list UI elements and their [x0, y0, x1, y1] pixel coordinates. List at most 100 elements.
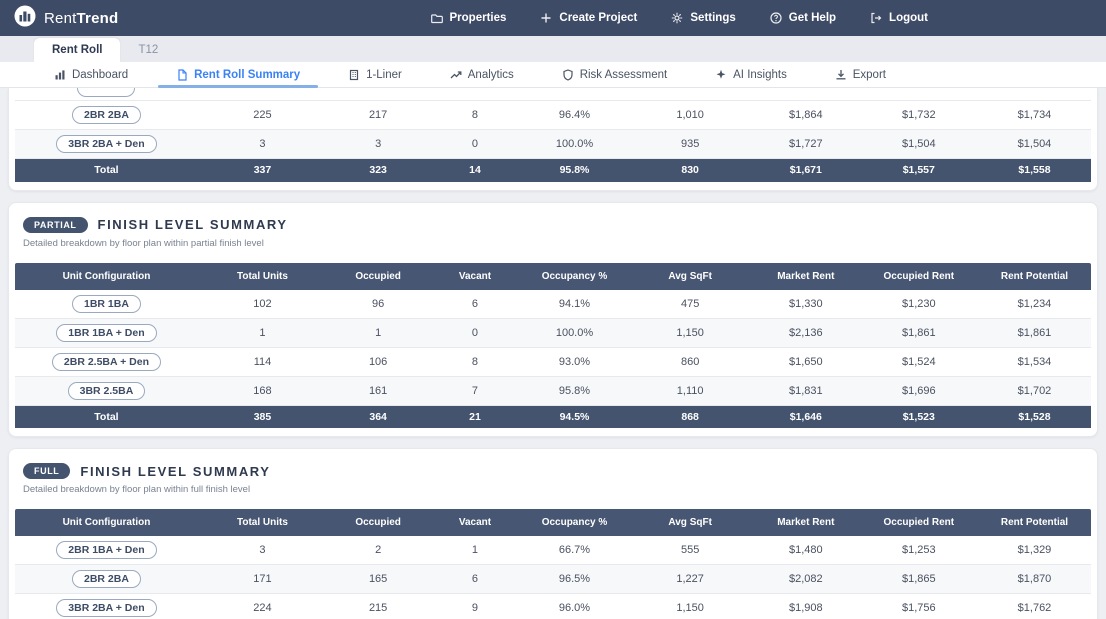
- column-header: Vacant: [429, 509, 521, 536]
- total-cell: $1,646: [752, 405, 860, 428]
- section-subtitle: Detailed breakdown by floor plan within …: [23, 237, 264, 249]
- subnav-item-export[interactable]: Export: [817, 62, 904, 87]
- total-cell: $1,558: [977, 158, 1091, 182]
- table-row: 3BR 2BA + Den 3 3 0 100.0% 935 $1,727 $1,504 $1,…: [15, 129, 1091, 159]
- table-cell: $1,865: [859, 564, 978, 594]
- table-cell: $1,650: [752, 347, 860, 377]
- table-cell: $1,504: [859, 129, 978, 159]
- summary-table-full-summary: Unit Configuration Total Units Occupied Vac…: [15, 509, 1091, 619]
- total-cell: 830: [628, 158, 753, 182]
- table-cell: $1,908: [752, 593, 860, 619]
- table-cell: 95.8%: [520, 376, 629, 406]
- table-row: 2BR 2.5BA + Den 114 106 8 93.0% 860 $1,650 $1,5…: [15, 347, 1091, 377]
- content-area: 2BR 2BA 225 217 8 96.4% 1,010 $1,864 $1,732 $1,7…: [0, 88, 1106, 619]
- subnav-item-label: Analytics: [467, 68, 514, 81]
- unit-config-pill: 1BR 1BA + Den: [56, 323, 157, 342]
- subnav-item-label: AI Insights: [733, 68, 787, 81]
- total-row: Total 337 323 14 95.8% 830 $1,671 $1,557 $1,558: [15, 158, 1091, 182]
- bar-chart-icon: [55, 69, 65, 79]
- table-cell: 114: [197, 347, 328, 377]
- total-cell: 21: [429, 405, 521, 428]
- unit-config-pill: 1BR 1BA: [71, 294, 141, 313]
- gear-icon: [672, 12, 683, 24]
- column-header: Occupied: [327, 262, 430, 290]
- table-cell: $1,534: [977, 347, 1091, 377]
- subnav-item-rent-roll-summary[interactable]: Rent Roll Summary: [158, 62, 319, 88]
- table-row: 2BR 2BA 225 217 8 96.4% 1,010 $1,864 $1,732 $1,7…: [15, 100, 1091, 130]
- section-title: FINISH LEVEL SUMMARY: [80, 463, 271, 479]
- unit-config-pill: 3BR 2.5BA: [67, 381, 146, 400]
- table-cell: $1,329: [977, 536, 1091, 565]
- column-header: Occupancy %: [520, 509, 629, 536]
- table-cell: 224: [197, 593, 328, 619]
- table-row: 2BR 2BA 171 165 6 96.5% 1,227 $2,082 $1,865 $1,8…: [15, 564, 1091, 594]
- table-cell: $1,864: [752, 100, 860, 130]
- trend-icon: [450, 70, 462, 78]
- brand-name: RentTrend: [44, 9, 119, 27]
- table-cell: 9: [429, 593, 521, 619]
- table-cell: $1,504: [977, 129, 1091, 159]
- table-cell: $1,861: [859, 318, 978, 348]
- menu-item-settings[interactable]: Settings: [671, 12, 736, 24]
- subnav-item-label: Export: [852, 68, 886, 81]
- table-cell: 215: [327, 593, 430, 619]
- column-header: Occupied Rent: [859, 262, 978, 290]
- total-label: Total: [15, 405, 198, 428]
- table-cell: $1,861: [977, 318, 1091, 348]
- subnav-item-ai-insights[interactable]: AI Insights: [697, 62, 805, 87]
- folder-icon: [430, 14, 443, 24]
- menu-item-get-help[interactable]: Get Help: [770, 12, 836, 24]
- table-cell: 168: [197, 376, 328, 406]
- brand-logo-icon: [14, 5, 36, 32]
- table-cell: 0: [429, 318, 521, 348]
- section-subtitle: Detailed breakdown by floor plan within …: [23, 484, 251, 495]
- table-header-row: Unit Configuration Total Units Occupied Vac…: [15, 509, 1091, 536]
- tab-t12[interactable]: T12: [138, 44, 159, 56]
- menu-item-properties[interactable]: Properties: [430, 12, 506, 24]
- menu-item-logout[interactable]: Logout: [870, 12, 928, 24]
- table-cell: 100.0%: [520, 318, 629, 348]
- plus-icon: [541, 13, 551, 23]
- subnav-item-risk-assessment[interactable]: Risk Assessment: [544, 62, 686, 87]
- shield-icon: [563, 68, 573, 81]
- download-icon: [836, 69, 846, 79]
- tab-rent-roll[interactable]: Rent Roll: [34, 38, 121, 62]
- subnav-item-analytics[interactable]: Analytics: [432, 62, 532, 87]
- total-row: Total 385 364 21 94.5% 868 $1,646 $1,523 $1,528: [15, 405, 1091, 428]
- column-header: Unit Configuration: [15, 509, 198, 536]
- table-cell: 1,110: [628, 376, 753, 406]
- card-full-summary: FULL FINISH LEVEL SUMMARY Detailed breakdo…: [8, 448, 1098, 619]
- table-cell: $2,082: [752, 564, 860, 594]
- total-cell: 364: [327, 405, 430, 428]
- total-cell: $1,528: [977, 405, 1091, 428]
- table-cell: $1,762: [977, 593, 1091, 619]
- subnav-item-one-liner[interactable]: 1-Liner: [330, 62, 420, 87]
- subnav-item-dashboard[interactable]: Dashboard: [36, 62, 146, 87]
- finish-level-badge: PARTIAL: [23, 216, 88, 233]
- unit-config-pill: 2BR 2.5BA + Den: [51, 352, 161, 371]
- table-cell: 1,150: [628, 318, 753, 348]
- table-cell: 1,227: [628, 564, 753, 594]
- total-cell: 94.5%: [520, 405, 629, 428]
- card-top-summary: 2BR 2BA 225 217 8 96.4% 1,010 $1,864 $1,732 $1,7…: [8, 88, 1098, 191]
- table-cell: 8: [429, 347, 521, 377]
- total-cell: 95.8%: [520, 158, 629, 182]
- table-cell: 2: [327, 536, 430, 565]
- sub-nav-items: Dashboard Rent Roll Summary 1-Liner Analyti…: [30, 62, 910, 88]
- table-row: 1BR 1BA + Den 1 1 0 100.0% 1,150 $2,136 $1,861 $…: [15, 318, 1091, 348]
- table-cell: 96: [327, 289, 430, 319]
- unit-config-pill: 2BR 1BA + Den: [56, 541, 157, 559]
- subnav-item-label: 1-Liner: [366, 68, 402, 81]
- menu-item-label: Settings: [690, 12, 736, 24]
- total-cell: 323: [327, 158, 430, 182]
- column-header: Total Units: [197, 509, 328, 536]
- table-cell: 94.1%: [520, 289, 629, 319]
- total-label: Total: [15, 158, 198, 182]
- unit-config-pill: 3BR 2BA + Den: [56, 135, 157, 153]
- table-header-row: Unit Configuration Total Units Occupied Vac…: [15, 262, 1091, 290]
- menu-item-create-project[interactable]: Create Project: [540, 12, 637, 24]
- column-header: Unit Configuration: [15, 262, 198, 290]
- brand: RentTrend: [14, 5, 118, 32]
- table-cell: $1,831: [752, 376, 860, 406]
- column-header: Rent Potential: [977, 262, 1091, 290]
